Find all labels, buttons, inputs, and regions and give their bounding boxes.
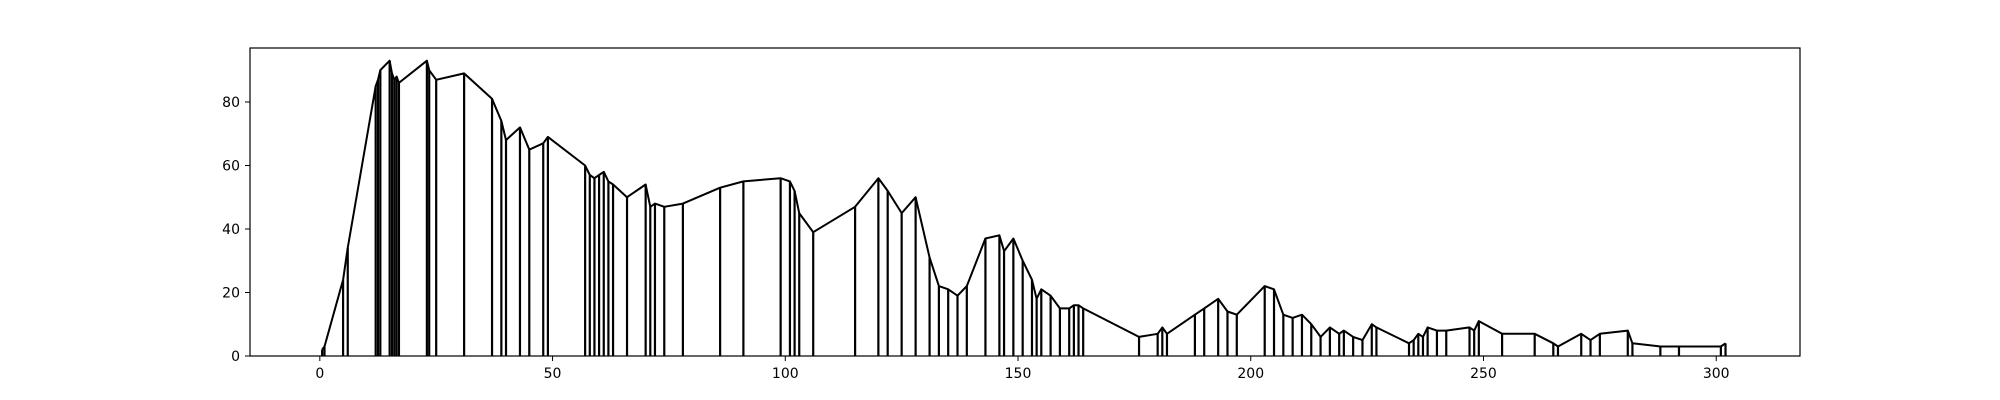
series-0-line <box>321 59 1727 351</box>
plot-frame <box>249 47 1801 357</box>
series-line <box>321 59 1727 351</box>
x-tick-label: 200 <box>1237 366 1264 382</box>
y-tick-label: 80 <box>222 95 240 111</box>
x-tick-label: 150 <box>1005 366 1032 382</box>
vertical-stems <box>321 60 1727 356</box>
y-tick-label: 60 <box>222 158 240 174</box>
x-tick-label: 250 <box>1470 366 1497 382</box>
x-tick-label: 0 <box>315 366 324 382</box>
y-tick-label: 40 <box>222 222 240 238</box>
y-tick-label: 20 <box>222 285 240 301</box>
axes: 0 50 100 150 200 250 300 0 20 40 60 80 <box>222 47 1801 382</box>
y-tick-label: 0 <box>231 349 240 365</box>
x-tick-label: 300 <box>1703 366 1730 382</box>
x-tick-label: 50 <box>544 366 562 382</box>
x-tick-label: 100 <box>772 366 799 382</box>
